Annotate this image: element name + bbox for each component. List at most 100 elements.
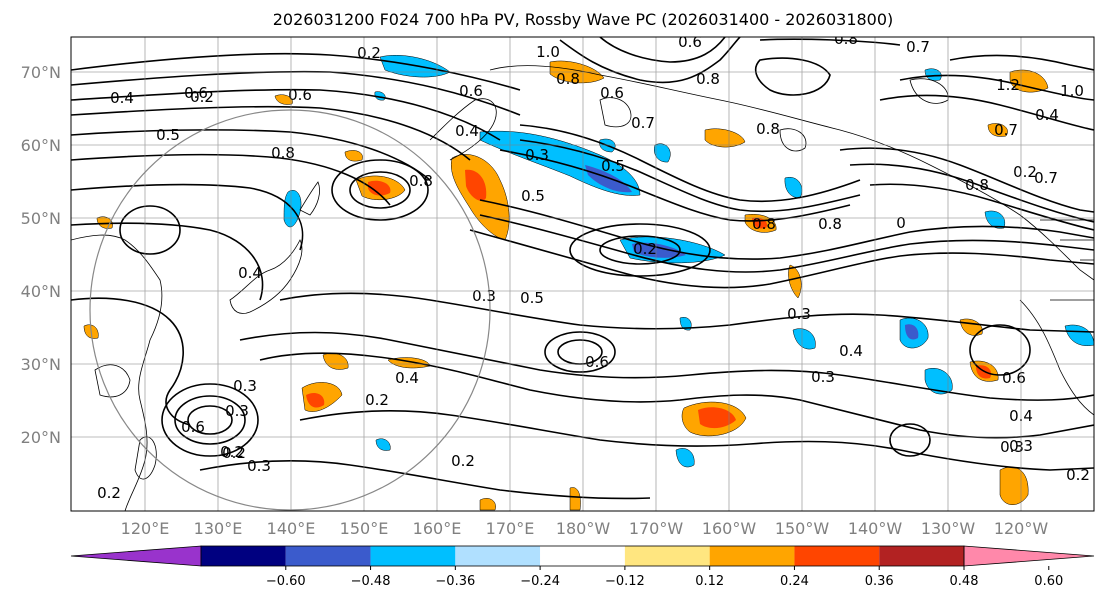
anomaly-shading bbox=[83, 55, 1094, 511]
contour-label: 0.2 bbox=[357, 44, 381, 62]
anomaly-positive-patch bbox=[1009, 69, 1049, 93]
anomaly-strong-positive-patch bbox=[306, 393, 325, 408]
anomaly-positive-patch bbox=[479, 498, 496, 511]
contour-label: 0.2 bbox=[190, 88, 214, 106]
colorbar-tick-label: −0.48 bbox=[351, 574, 391, 589]
pv-contour bbox=[161, 383, 259, 457]
pv-contour bbox=[559, 37, 741, 84]
pv-contour bbox=[279, 292, 1094, 333]
pv-contour bbox=[599, 37, 726, 63]
contour-label: 0.8 bbox=[834, 30, 858, 48]
colorbar-tick-label: 0.60 bbox=[1034, 574, 1063, 589]
us-state-lines bbox=[1040, 219, 1094, 301]
alaska-island bbox=[599, 97, 632, 128]
anomaly-negative-patch bbox=[675, 448, 695, 468]
colorbar-tick-label: 0.36 bbox=[865, 574, 894, 589]
colorbar-segment bbox=[540, 546, 625, 566]
philippines-coastline bbox=[134, 436, 157, 480]
anomaly-strong-negative-patch bbox=[905, 324, 919, 340]
pv-contour bbox=[569, 223, 711, 277]
pv-contour bbox=[544, 331, 616, 373]
colorbar-segment bbox=[624, 546, 710, 566]
pv-contour bbox=[349, 171, 411, 209]
map-frame bbox=[70, 36, 1095, 512]
pv-contour bbox=[869, 183, 1094, 231]
pv-contour bbox=[479, 199, 1094, 260]
pv-contour bbox=[499, 149, 851, 222]
anomaly-strong-positive-patch bbox=[465, 169, 487, 201]
anomaly-positive-patch bbox=[274, 94, 293, 105]
contour-label: 1.0 bbox=[1060, 82, 1084, 100]
anomaly-strong-negative-patch bbox=[632, 242, 686, 258]
latitude-labels: 70°N 60°N 50°N 40°N 30°N 20°N bbox=[21, 63, 61, 447]
pv-contour bbox=[187, 405, 233, 435]
contour-label: 0.2 bbox=[365, 391, 389, 409]
colorbar-segment bbox=[201, 546, 286, 566]
pv-contour bbox=[71, 129, 431, 181]
kamchatka-coastline bbox=[429, 98, 497, 161]
anomaly-positive-patch bbox=[569, 487, 581, 511]
contour-label: 0.8 bbox=[271, 144, 295, 162]
longitude-label: 170°E bbox=[486, 519, 535, 538]
contour-label: 0.7 bbox=[631, 114, 655, 132]
anomaly-positive-patch bbox=[344, 150, 363, 162]
contour-label: 0.6 bbox=[600, 84, 624, 102]
alaska-peninsula bbox=[779, 128, 807, 152]
pv-contour bbox=[949, 54, 1094, 71]
contour-label: 0.8 bbox=[556, 70, 580, 88]
contour-label: 0.6 bbox=[678, 33, 702, 51]
contour-label: 0.7 bbox=[906, 38, 930, 56]
coastlines bbox=[71, 65, 1094, 511]
latitude-label: 30°N bbox=[21, 355, 61, 374]
colorbar-segment bbox=[879, 546, 964, 566]
pv-contour bbox=[754, 57, 831, 96]
contour-label: 0.5 bbox=[156, 126, 180, 144]
pv-contour bbox=[759, 38, 901, 46]
contour-label: 0.8 bbox=[965, 176, 989, 194]
pv-contours bbox=[71, 37, 1094, 500]
contour-label: 0.4 bbox=[395, 369, 419, 387]
colorbar-segment bbox=[794, 546, 880, 566]
longitude-label: 120°E bbox=[121, 519, 170, 538]
pv-contour bbox=[599, 235, 681, 265]
contour-label: 0.2 bbox=[97, 484, 121, 502]
colorbar-tick-label: 0.48 bbox=[950, 574, 979, 589]
contour-label: 0.2 bbox=[220, 443, 244, 461]
longitude-label: 120°W bbox=[994, 519, 1049, 538]
anomaly-negative-patch bbox=[375, 438, 391, 451]
longitude-label: 150°W bbox=[775, 519, 830, 538]
pv-contour bbox=[839, 147, 1094, 213]
north-america-west-coastline bbox=[1019, 299, 1094, 416]
colorbar-tick-label: 0.12 bbox=[695, 574, 724, 589]
contour-label: 0.3 bbox=[247, 457, 271, 475]
colorbar-segment bbox=[455, 546, 541, 566]
anomaly-positive-patch bbox=[788, 264, 802, 299]
japan-coastline bbox=[229, 239, 303, 314]
contour-labels: 1.00.80.60.60.80.70.20.60.80.80.60.20.40… bbox=[97, 30, 1090, 502]
longitude-label: 170°W bbox=[629, 519, 684, 538]
latitude-label: 60°N bbox=[21, 136, 61, 155]
colorbar-segment bbox=[285, 546, 371, 566]
pv-contour bbox=[889, 423, 931, 457]
contour-label: 0.5 bbox=[601, 157, 625, 175]
colorbar-tick-label: −0.12 bbox=[605, 574, 645, 589]
contour-label: 0.4 bbox=[455, 122, 479, 140]
longitude-label: 180°W bbox=[556, 519, 611, 538]
longitude-labels: 120°E 130°E 140°E 150°E 160°E 170°E 180°W 170°W… bbox=[121, 519, 1049, 538]
pv-contour bbox=[259, 352, 1094, 439]
pv-contour bbox=[199, 460, 651, 500]
contour-label: 0.4 bbox=[1035, 106, 1059, 124]
longitude-label: 160°W bbox=[702, 519, 757, 538]
colorbar: −0.60 −0.48 −0.36 −0.24 −0.12 0.12 0.24 0.36 0.4… bbox=[70, 545, 1095, 589]
pv-contour bbox=[174, 395, 246, 445]
pv-contour bbox=[71, 297, 191, 426]
contour-label: 0.3 bbox=[472, 287, 496, 305]
anomaly-negative-patch bbox=[984, 210, 1006, 229]
contour-label: 0.8 bbox=[756, 120, 780, 138]
contour-label: 1.2 bbox=[996, 76, 1020, 94]
map-title: 2026031200 F024 700 hPa PV, Rossby Wave … bbox=[273, 10, 894, 29]
pv-contour bbox=[71, 52, 521, 91]
contour-label: 0.3 bbox=[787, 305, 811, 323]
longitude-label: 130°E bbox=[194, 519, 243, 538]
contour-label: 0.5 bbox=[520, 289, 544, 307]
